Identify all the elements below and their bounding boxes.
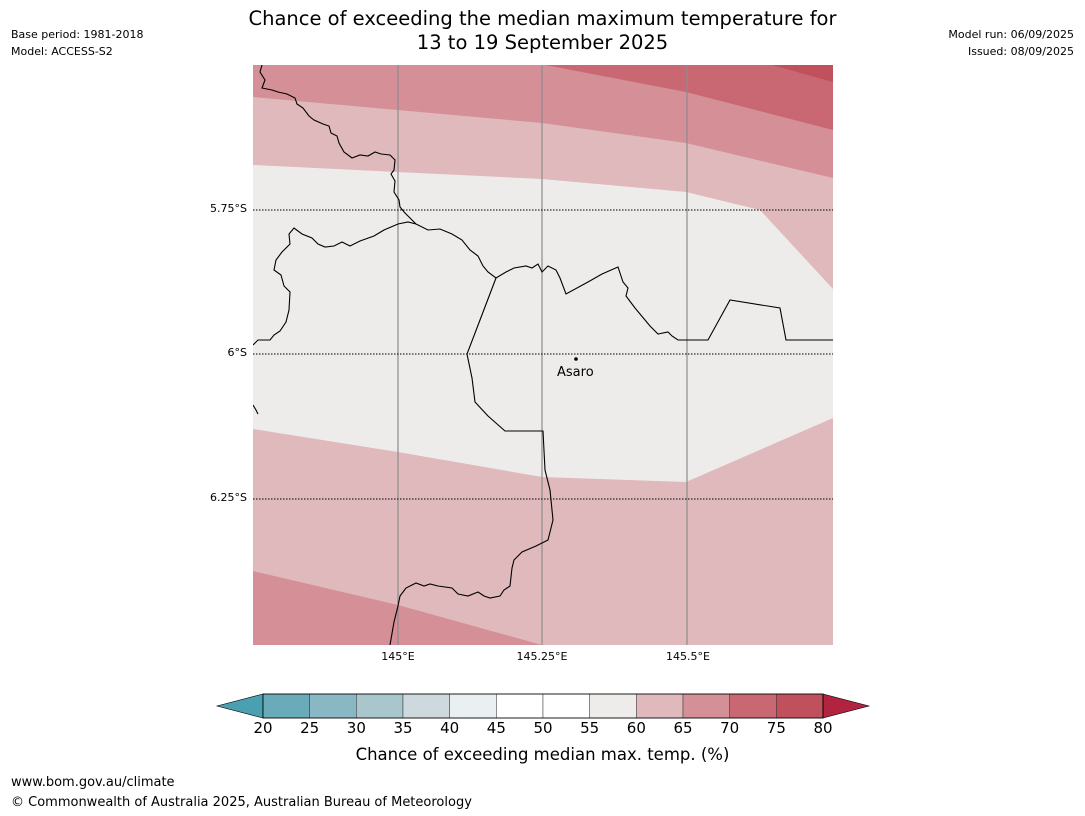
lon-label-145-25e: 145.25°E [516, 650, 568, 663]
zone-70-75-north [545, 65, 833, 130]
lat-label-6s: 6°S [227, 346, 247, 359]
colorbar-tick-label: 20 [253, 719, 273, 737]
title-line-1: Chance of exceeding the median maximum t… [248, 7, 837, 30]
colorbar-tick-label: 55 [580, 719, 600, 737]
colorbar-segment [776, 693, 824, 719]
colorbar-tick-label: 65 [673, 719, 693, 737]
metadata-left: Base period: 1981-2018 Model: ACCESS-S2 [11, 26, 143, 60]
colorbar-tick-label: 25 [300, 719, 320, 737]
colorbar-tick-label: 30 [346, 719, 366, 737]
border-south [389, 277, 554, 645]
colorbar-segment [682, 693, 730, 719]
colorbar-label: Chance of exceeding median max. temp. (%… [355, 745, 730, 764]
colorbar-tick-label: 80 [813, 719, 833, 737]
metadata-right: Model run: 06/09/2025 Issued: 08/09/2025 [948, 26, 1074, 60]
footer-copyright: © Commonwealth of Australia 2025, Austra… [11, 795, 472, 810]
lat-label-5-75s: 5.75°S [210, 202, 247, 215]
colorbar-segment [636, 693, 684, 719]
colorbar-segment [496, 693, 544, 719]
title-line-2: 13 to 19 September 2025 [416, 31, 669, 54]
colorbar-tick-label: 45 [486, 719, 506, 737]
colorbar-segment [309, 693, 357, 719]
colorbar-segment [589, 693, 637, 719]
colorbar-segment [729, 693, 777, 719]
border-west [259, 65, 417, 225]
colorbar-tick-label: 60 [626, 719, 646, 737]
border-east-ridge [415, 223, 833, 341]
base-period: Base period: 1981-2018 [11, 28, 144, 41]
lat-label-6-25s: 6.25°S [210, 491, 247, 504]
colorbar-segment [542, 693, 590, 719]
footer-url[interactable]: www.bom.gov.au/climate [11, 775, 175, 790]
meridians [397, 65, 688, 645]
colorbar-outline [262, 693, 824, 719]
parallels [253, 209, 833, 500]
colorbar-tick-label: 75 [766, 719, 786, 737]
colorbar-segment [449, 693, 497, 719]
lon-label-145e: 145°E [381, 650, 415, 663]
zone-75-80-north [772, 65, 833, 82]
colorbar-tick-label: 50 [533, 719, 553, 737]
province-borders [253, 65, 833, 645]
asaro-marker [574, 357, 578, 361]
model-run: Model run: 06/09/2025 [948, 28, 1074, 41]
colorbar-extend-low [215, 693, 264, 719]
colorbar-tick-label: 40 [440, 719, 460, 737]
model-name: Model: ACCESS-S2 [11, 45, 113, 58]
colorbar-segment [262, 693, 310, 719]
colorbar-segments [215, 693, 871, 719]
colorbar-segment [356, 693, 404, 719]
colorbar-tick-label: 35 [393, 719, 413, 737]
border-central [253, 221, 417, 346]
colorbar-extend-high [822, 693, 871, 719]
chart-title: Chance of exceeding the median maximum t… [0, 7, 1085, 55]
colorbar-segment [402, 693, 450, 719]
colorbar-tick-label: 70 [720, 719, 740, 737]
place-label-asaro: Asaro [557, 365, 594, 380]
lon-label-145-5e: 145.5°E [666, 650, 710, 663]
border-west-fragment [253, 404, 259, 415]
issued-date: Issued: 08/09/2025 [967, 45, 1074, 58]
